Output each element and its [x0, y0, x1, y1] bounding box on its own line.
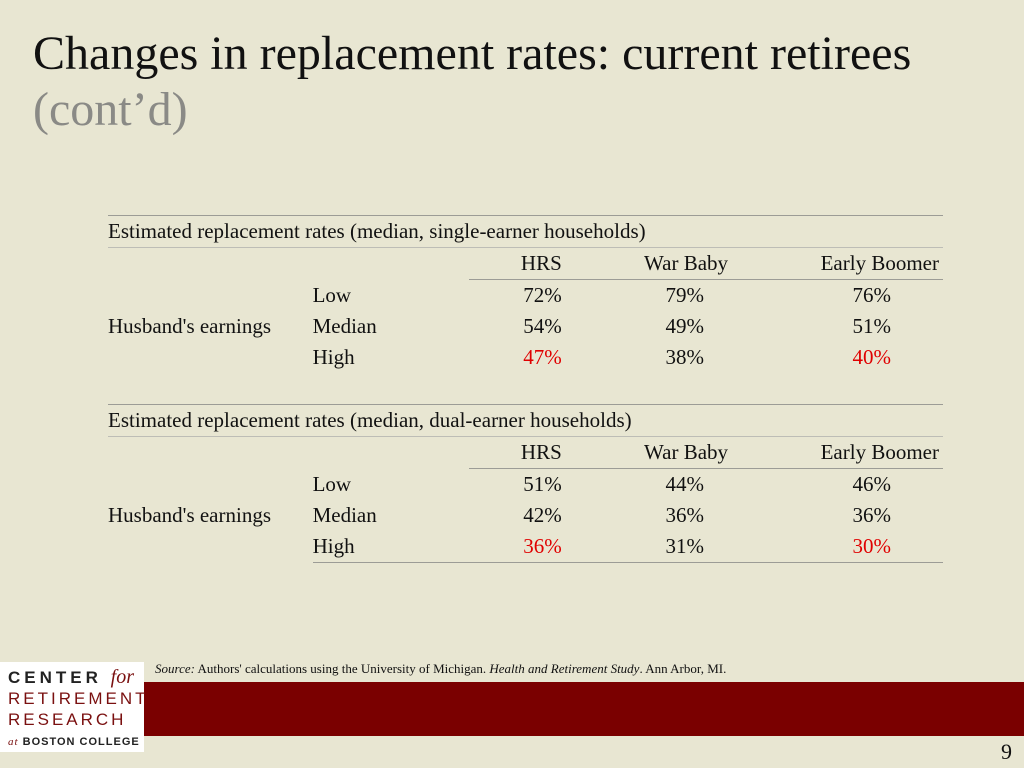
- cell-early-boomer: 76%: [852, 283, 892, 307]
- logo-line-3: RESEARCH: [8, 710, 127, 729]
- logo-boston-college-text: BOSTON COLLEGE: [22, 736, 140, 748]
- row-label: Median: [312, 503, 377, 527]
- cell-early-boomer-highlight: 30%: [728, 531, 943, 563]
- title-main: Changes in replacement rates: current re…: [33, 27, 912, 80]
- source-study-title: Health and Retirement Study: [489, 661, 640, 676]
- footer-bar: [144, 682, 1024, 736]
- cell-hrs: 42%: [523, 503, 562, 527]
- page-number: 9: [1001, 739, 1012, 764]
- cell-war-baby: 44%: [665, 472, 705, 496]
- cell-hrs-highlight: 47%: [523, 345, 562, 369]
- single-earner-table: Estimated replacement rates (median, sin…: [108, 215, 943, 373]
- source-text: Authors' calculations using the Universi…: [194, 661, 490, 676]
- logo-line-2: RETIREMENT: [8, 689, 149, 708]
- source-text-end: . Ann Arbor, MI.: [639, 661, 727, 676]
- cell-hrs: 54%: [523, 314, 562, 338]
- row-label: High: [312, 345, 355, 369]
- table-row: Median 42% 36% 36%: [108, 500, 943, 531]
- title-suffix: (cont’d): [33, 83, 188, 136]
- row-group-label: Husband's earnings: [108, 503, 272, 527]
- cell-war-baby: 79%: [665, 283, 705, 307]
- cell-hrs: 51%: [523, 472, 562, 496]
- logo-at-text: at: [8, 736, 19, 748]
- cell-early-boomer: 46%: [852, 472, 892, 496]
- cell-hrs-highlight: 36%: [468, 531, 562, 563]
- empty-header-cell: [108, 437, 313, 469]
- logo-line-4: at BOSTON COLLEGE: [8, 732, 140, 752]
- source-note: Source: Authors' calculations using the …: [155, 660, 726, 678]
- cell-war-baby: 38%: [665, 345, 705, 369]
- row-label: Median: [312, 314, 377, 338]
- column-header-hrs: HRS: [468, 247, 562, 280]
- dual-earner-table: Estimated replacement rates (median, dua…: [108, 404, 943, 563]
- logo-center-text: CENTER: [8, 668, 102, 687]
- column-header-early-boomer: Early Boomer: [728, 247, 943, 280]
- cell-early-boomer: 51%: [852, 314, 892, 338]
- empty-header-cell: [313, 248, 469, 280]
- row-label: High: [312, 531, 469, 563]
- row-label: Low: [312, 471, 352, 496]
- column-header-war-baby: War Baby: [561, 247, 729, 280]
- column-header-hrs: HRS: [468, 436, 562, 469]
- table-caption: Estimated replacement rates (median, sin…: [108, 215, 943, 248]
- row-group-label: Husband's earnings: [108, 313, 272, 338]
- cell-war-baby: 31%: [561, 531, 729, 563]
- cell-early-boomer: 36%: [852, 503, 892, 527]
- column-header-early-boomer: Early Boomer: [728, 436, 943, 469]
- table-row: Husband's earnings Low 72% 79% 76%: [108, 280, 943, 338]
- empty-header-cell: [313, 437, 469, 469]
- row-label: Low: [312, 282, 352, 307]
- column-header-war-baby: War Baby: [561, 436, 729, 469]
- cell-early-boomer-highlight: 40%: [852, 345, 892, 369]
- table-row: High 47% 38% 40%: [108, 342, 943, 373]
- table-row: Median 54% 49% 51%: [108, 311, 943, 342]
- cell-war-baby: 49%: [665, 314, 705, 338]
- table-row: High 36% 31% 30%: [108, 531, 943, 563]
- slide-title: Changes in replacement rates: current re…: [33, 26, 993, 138]
- cell-war-baby: 36%: [665, 503, 705, 527]
- logo-for-text: for: [110, 666, 134, 688]
- crr-logo: CENTER for RETIREMENT RESEARCH at BOSTON…: [0, 662, 146, 752]
- table-caption: Estimated replacement rates (median, dua…: [108, 404, 943, 437]
- source-label: Source:: [155, 661, 195, 676]
- cell-hrs: 72%: [523, 283, 562, 307]
- logo-line-1: CENTER for: [8, 667, 134, 688]
- table-row: Husband's earnings Low 51% 44% 46%: [108, 469, 943, 527]
- empty-header-cell: [108, 248, 313, 280]
